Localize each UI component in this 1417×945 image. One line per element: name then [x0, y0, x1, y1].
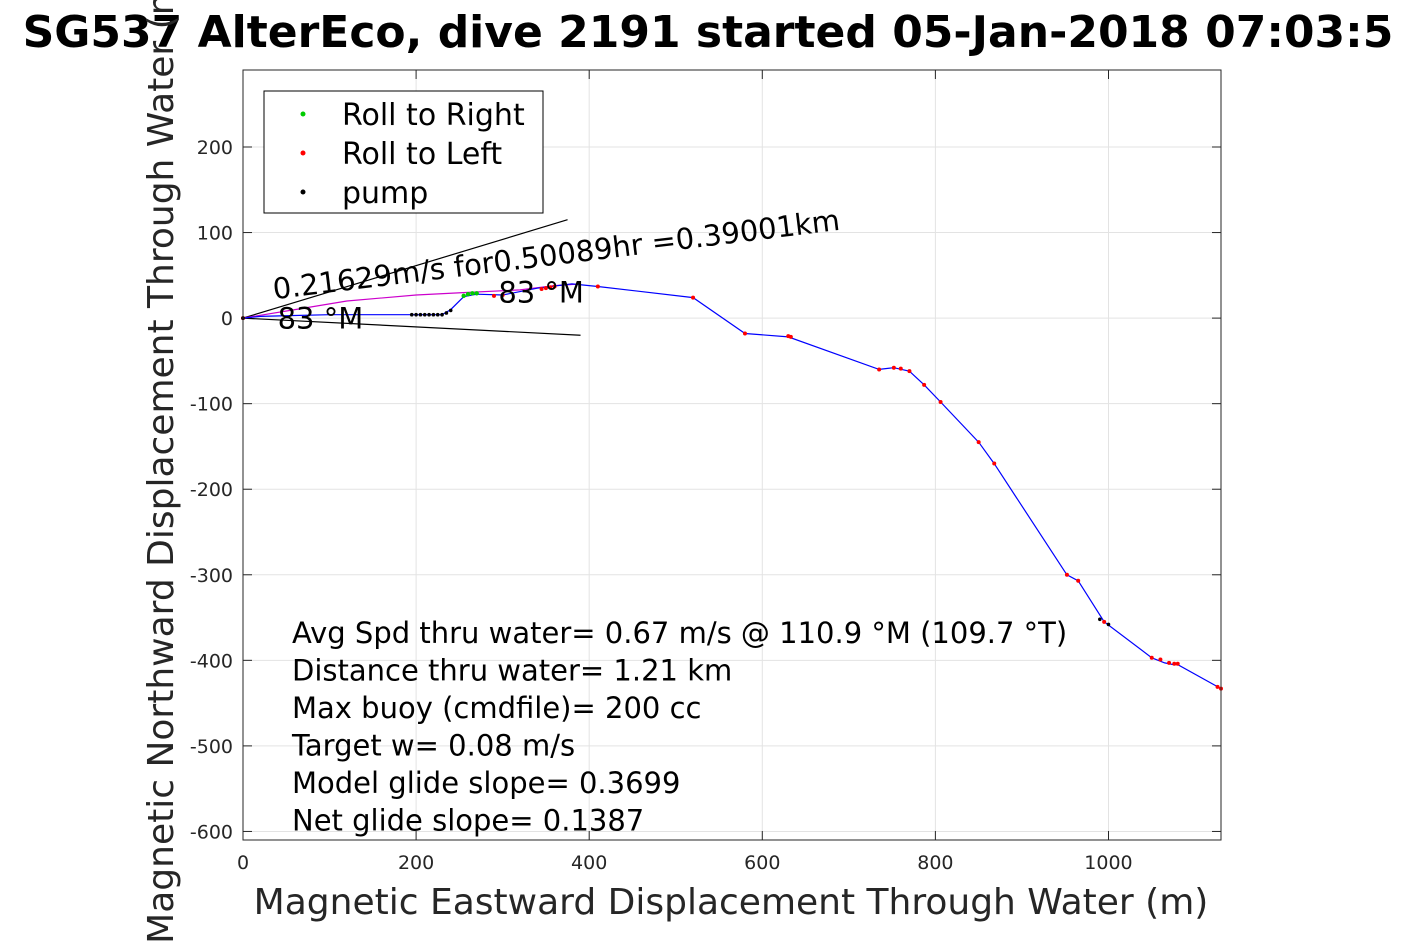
roll-left-point [976, 440, 981, 445]
roll-left-point [898, 366, 903, 371]
roll-right-point [465, 291, 471, 297]
roll-left-point [691, 295, 696, 300]
annotation-text: 83 °M [278, 301, 364, 335]
y-axis-label: Magnetic Northward Displacement Through … [141, 0, 182, 944]
legend-marker [300, 150, 306, 156]
stats-line: Avg Spd thru water= 0.67 m/s @ 110.9 °M … [292, 616, 1067, 650]
roll-left-point [548, 285, 553, 290]
x-tick-label: 200 [398, 852, 434, 874]
legend-marker [300, 111, 306, 117]
y-tick-label: 200 [197, 137, 233, 159]
pump-point [427, 312, 431, 317]
roll-left-point [1172, 661, 1177, 666]
y-tick-label: -200 [190, 479, 233, 501]
x-tick-label: 0 [237, 852, 249, 874]
y-tick-label: -500 [190, 736, 233, 758]
y-tick-label: 0 [221, 308, 233, 330]
roll-left-point [891, 365, 896, 370]
pump-point [409, 312, 414, 317]
roll-left-point [922, 382, 927, 387]
roll-right-point [461, 293, 466, 299]
roll-left-point [539, 287, 544, 292]
roll-left-point [1215, 684, 1220, 689]
cone-line [242, 219, 568, 319]
legend-label: Roll to Right [342, 98, 525, 133]
pump-point [1098, 617, 1102, 622]
roll-left-point [992, 461, 997, 466]
pump-point [431, 312, 436, 317]
legend-label: Roll to Left [342, 137, 502, 172]
roll-left-point [500, 293, 505, 298]
x-tick-label: 1000 [1084, 852, 1132, 874]
pump-point [448, 308, 453, 313]
roll-left-point [543, 286, 548, 291]
roll-left-point [491, 293, 496, 298]
pump-point [440, 312, 444, 317]
roll-left-point [788, 334, 793, 339]
legend-label: pump [342, 176, 428, 211]
y-tick-label: 100 [197, 223, 233, 245]
roll-left-point [877, 367, 882, 372]
roll-right-point [470, 291, 475, 296]
annotation-text: 83 °M [498, 276, 584, 310]
y-tick-label: -300 [190, 565, 233, 587]
legend-box [263, 90, 544, 214]
x-tick-label: 800 [917, 852, 953, 874]
y-tick-label: -100 [190, 394, 233, 416]
roll-left-point [742, 331, 747, 336]
roll-left-point [552, 284, 557, 289]
x-axis-label: Magnetic Eastward Displacement Through W… [254, 882, 1209, 923]
cone-line [242, 317, 581, 336]
roll-left-point [1102, 619, 1107, 624]
x-tick-label: 600 [744, 852, 780, 874]
grid [242, 70, 1221, 840]
roll-left-point [1149, 655, 1154, 660]
stats-text-block: Avg Spd thru water= 0.67 m/s @ 110.9 °M … [291, 616, 1067, 838]
roll-left-point [938, 399, 943, 404]
stats-line: Model glide slope= 0.3699 [292, 766, 680, 800]
pump-point [1106, 622, 1111, 627]
roll-left-point [1167, 660, 1172, 665]
legend-marker [300, 189, 306, 195]
legend: Roll to Right Roll to Left pump [263, 90, 544, 214]
cone-lines [242, 219, 581, 336]
pump-point [435, 312, 440, 317]
stats-line: Target w= 0.08 m/s [291, 729, 575, 763]
roll-left-point [1076, 578, 1081, 583]
chart-title: SG537 AlterEco, dive 2191 started 05-Jan… [23, 7, 1394, 58]
roll-left-point [1064, 572, 1069, 577]
roll-left-point [1175, 661, 1180, 666]
stats-line: Net glide slope= 0.1387 [292, 804, 644, 838]
pump-point [444, 311, 449, 315]
markers [241, 284, 1223, 691]
axes-frame [242, 69, 1222, 841]
roll-right-point [474, 291, 479, 296]
roll-left-point [907, 369, 912, 374]
roll-left-point [595, 284, 600, 289]
y-tick-label: -600 [190, 821, 233, 843]
pump-point [422, 312, 427, 317]
pump-point [414, 312, 418, 317]
roll-left-point [1158, 657, 1163, 662]
x-tick-label: 400 [571, 852, 607, 874]
stats-line: Distance thru water= 1.21 km [292, 654, 732, 688]
y-tick-label: -400 [190, 650, 233, 672]
stats-line: Max buoy (cmdfile)= 200 cc [292, 691, 701, 725]
pump-point [418, 312, 423, 317]
